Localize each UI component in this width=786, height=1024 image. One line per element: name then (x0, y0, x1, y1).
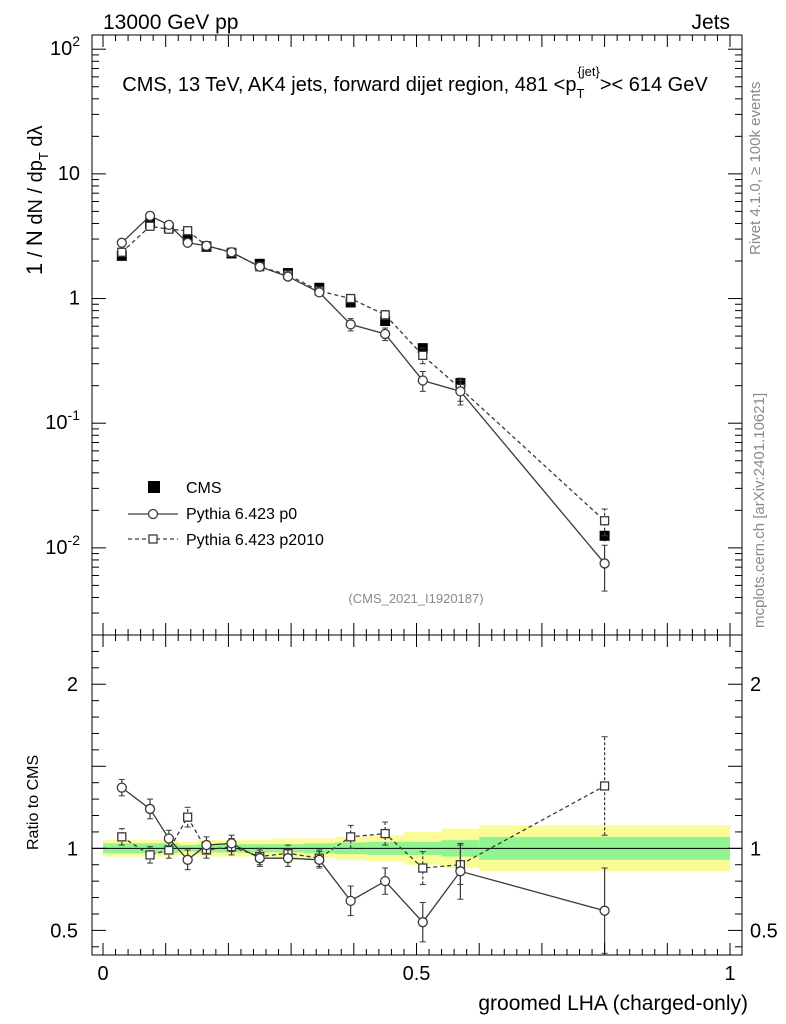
ratio-ytick-label-right: 2 (750, 674, 761, 696)
p2010-marker (599, 516, 610, 526)
p0-marker (144, 210, 156, 222)
p0-marker (201, 240, 212, 251)
main-ylabel-text: 1 / N dN / dpT dλ (22, 126, 51, 276)
p2010-marker (117, 247, 127, 257)
p2010-line (121, 225, 606, 522)
ratio-p0-marker (201, 839, 212, 851)
p2010-marker (182, 226, 193, 236)
ratio-p0-marker (163, 833, 174, 844)
main-plot-area (116, 210, 610, 592)
p2010-marker (346, 293, 356, 304)
main-ytick-label: 10-1 (45, 407, 80, 434)
legend-label-p0: Pythia 6.423 p0 (186, 506, 297, 523)
x-tick-labels: 0 0.5 1 (97, 963, 735, 985)
category-label: Jets (691, 11, 730, 34)
p0-marker (599, 558, 610, 569)
ratio-p0-marker (417, 917, 428, 928)
ratio-p0-marker (599, 905, 610, 916)
x-tick-label: 0 (97, 963, 108, 985)
legend-marker-cms (148, 481, 160, 493)
main-ytick-label: 102 (50, 33, 80, 60)
energy-label: 13000 GeV pp (103, 11, 238, 34)
ratio-p2010-marker (346, 832, 356, 842)
x-axis-label: groomed LHA (charged-only) (478, 992, 748, 1015)
p0-marker (417, 375, 428, 386)
chart-title: CMS, 13 TeV, AK4 jets, forward dijet reg… (122, 64, 708, 101)
p0-marker (314, 287, 325, 298)
p2010-marker (145, 221, 155, 231)
p0-marker (226, 247, 237, 258)
p0-marker (182, 237, 193, 248)
p0-marker (455, 386, 466, 397)
rivet-version-label: Rivet 4.1.0, ≥ 100k events (747, 82, 764, 255)
p0-marker (379, 328, 391, 340)
analysis-id: (CMS_2021_I1920187) (348, 591, 483, 606)
p0-marker (345, 319, 356, 330)
ratio-p2010-marker (418, 863, 428, 873)
x-tick-label: 0.5 (403, 963, 431, 985)
ratio-panel: 0.5 0.5 1 1 2 2 (50, 634, 778, 956)
ratio-p0-marker (282, 853, 294, 864)
main-ticks: 10-2 10-1 1 10 102 (45, 33, 742, 636)
source-label: mcplots.cern.ch [arXiv:2401.10621] (751, 393, 768, 628)
ratio-ytick-label-left: 1 (67, 838, 78, 860)
ratio-p0-marker (226, 838, 237, 849)
legend-label-cms: CMS (186, 480, 222, 497)
ratio-ytick-label-left: 2 (67, 674, 78, 696)
main-ylabel: 1 / N dN / dpT dλ (22, 126, 51, 276)
ratio-p2010-marker (145, 850, 155, 860)
x-tick-label: 1 (724, 963, 735, 985)
ratio-frame (91, 634, 743, 956)
ratio-p0-marker (455, 866, 466, 877)
ratio-p0-marker (345, 895, 356, 906)
main-ytick-label: 1 (69, 288, 80, 310)
p0-marker (116, 237, 127, 248)
ratio-ticks: 0.5 0.5 1 1 2 2 (50, 635, 778, 955)
legend: CMS Pythia 6.423 p0 Pythia 6.423 p2010 (128, 480, 324, 549)
p2010-marker (380, 310, 390, 320)
legend-marker-p0 (147, 508, 159, 520)
p0-marker (163, 219, 174, 230)
ratio-ytick-label-right: 0.5 (750, 920, 778, 942)
ratio-p0-marker (314, 854, 325, 865)
legend-marker-p2010 (148, 534, 158, 544)
p0-marker (254, 261, 265, 272)
main-panel: 10-2 10-1 1 10 102 (45, 33, 743, 636)
cms-data-point (380, 316, 391, 327)
ratio-ytick-label-left: 0.5 (50, 920, 78, 942)
ratio-plot-area (92, 736, 742, 954)
ratio-p2010-marker (117, 832, 127, 842)
ratio-p0-marker (116, 782, 127, 793)
ratio-ylabel: Ratio to CMS (25, 755, 42, 850)
p0-marker (282, 271, 294, 282)
ratio-p2010-marker (380, 828, 390, 839)
ratio-p2010-marker (182, 812, 193, 822)
legend-label-p2010: Pythia 6.423 p2010 (186, 532, 324, 549)
ratio-p0-marker (144, 803, 156, 815)
p2010-marker (418, 350, 428, 361)
ratio-p2010-line (121, 785, 605, 869)
ratio-p0-marker (182, 854, 193, 865)
ratio-p2010-marker (599, 781, 610, 791)
ratio-ytick-label-right: 1 (750, 838, 761, 860)
ratio-p0-marker (379, 876, 391, 887)
main-ytick-label: 10-2 (45, 532, 80, 559)
main-ytick-label: 10 (58, 163, 80, 185)
ratio-p0-marker (254, 853, 265, 864)
